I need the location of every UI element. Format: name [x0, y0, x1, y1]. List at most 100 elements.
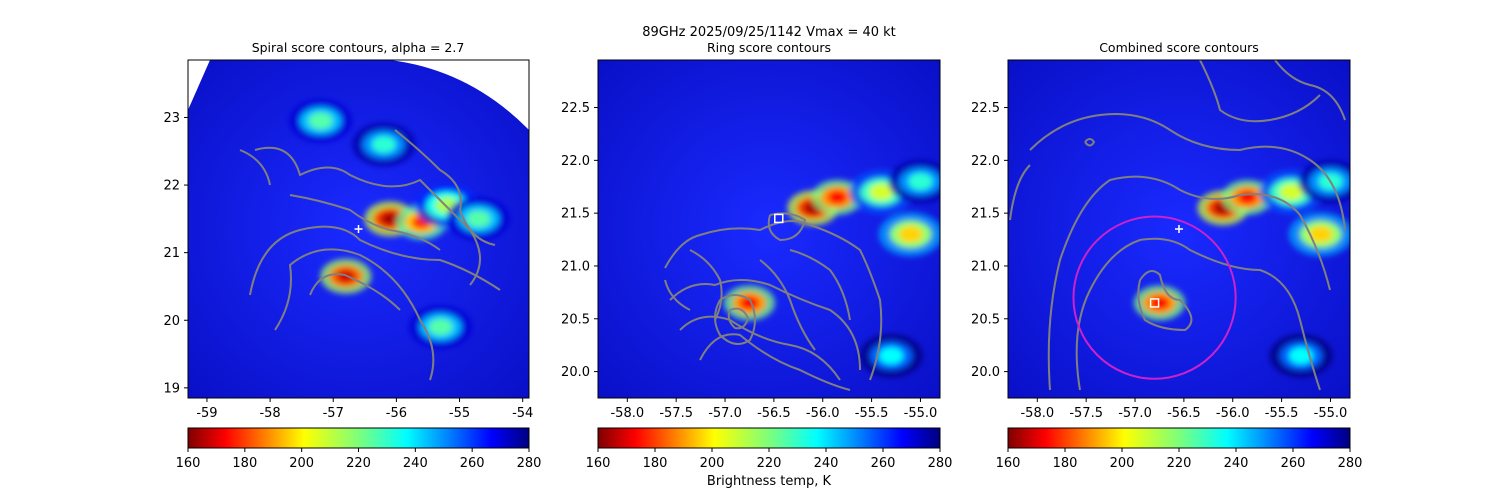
colorbar-tick-label: 280: [1338, 456, 1363, 471]
cold-feature-core: [428, 318, 453, 336]
colorbar-label: Brightness temp, K: [707, 474, 832, 489]
y-tick-label: 21.0: [971, 259, 1000, 274]
center-plus-marker: [354, 225, 363, 233]
cold-feature-core: [827, 190, 848, 205]
marker-layer: [1149, 225, 1183, 308]
colorbar-tick-label: 280: [928, 456, 953, 471]
y-axis-ticks: 19 20 21 22 23: [163, 111, 188, 396]
cold-feature-core: [879, 347, 904, 365]
y-tick-label: 21.5: [971, 207, 1000, 222]
x-tick-label: -56.5: [1167, 406, 1201, 421]
cold-feature-core: [466, 210, 491, 228]
search-radius-circle: [1072, 215, 1237, 380]
x-axis-ticks: -58.0 -57.5 -57.0 -56.5 -56.0 -55.5 -55.0: [1020, 398, 1347, 421]
y-tick-label: 22.5: [971, 101, 1000, 116]
x-tick-label: -57.0: [1118, 406, 1152, 421]
x-tick-label: -59: [196, 406, 217, 421]
center-square-marker: [774, 213, 784, 224]
y-tick-label: 21.5: [561, 207, 590, 222]
colorbar-tick-label: 260: [871, 456, 896, 471]
colorbar-tick-label: 220: [346, 456, 371, 471]
colorbar: 160 180 200 220 240 260 280: [996, 427, 1363, 471]
cold-feature-core: [1289, 347, 1314, 365]
colorbar-tick-label: 260: [460, 456, 485, 471]
cold-feature-core: [371, 136, 396, 153]
colorbar-tick-label: 220: [1167, 456, 1192, 471]
y-tick-label: 20.5: [971, 312, 1000, 327]
y-axis-ticks: 20.0 20.5 21.0 21.5 22.0 22.5: [971, 101, 1008, 380]
colorbar-tick-label: 240: [814, 456, 839, 471]
panel-title: Combined score contours: [1099, 40, 1259, 55]
panel-title: Ring score contours: [707, 40, 831, 55]
figure-suptitle: 89GHz 2025/09/25/1142 Vmax = 40 kt: [642, 25, 896, 40]
x-axis-ticks: -58.0 -57.5 -57.0 -56.5 -56.0 -55.5 -55.0: [610, 398, 937, 421]
cold-feature-core: [908, 173, 933, 190]
axes-frame: [1007, 59, 1351, 399]
colorbar: 160 180 200 220 240 260 280: [586, 427, 953, 471]
cold-feature-core: [1237, 190, 1257, 205]
panel-combined: Combined score contours -58.0 -57.5 -57.0-…: [971, 40, 1362, 471]
cold-feature-core: [869, 183, 894, 201]
score-contours: [239, 129, 501, 381]
colorbar-tick-label: 160: [996, 456, 1021, 471]
cold-feature-core: [308, 112, 333, 130]
axes-frame: [187, 59, 530, 399]
x-tick-label: -55: [449, 406, 470, 421]
colorbar-tick-label: 160: [586, 456, 611, 471]
colorbar-gradient: [1007, 427, 1351, 449]
colorbar-gradient: [597, 427, 941, 449]
colorbar-tick-label: 160: [176, 456, 201, 471]
x-tick-label: -55.5: [855, 406, 889, 421]
colorbar-tick-label: 280: [517, 456, 542, 471]
colorbar-tick-label: 180: [232, 456, 257, 471]
plot-area: [598, 60, 940, 398]
x-tick-label: -56.0: [806, 406, 840, 421]
x-tick-label: -56.5: [757, 406, 791, 421]
y-axis-ticks: 20.0 20.5 21.0 21.5 22.0 22.5: [561, 101, 598, 380]
x-tick-label: -58.0: [1020, 406, 1054, 421]
cold-feature-core: [1279, 183, 1304, 201]
panel-ring: Ring score contours -58.0 -57.5 -57.0 -56.5…: [561, 40, 952, 489]
y-tick-label: 20.5: [561, 312, 590, 327]
y-tick-label: 22.0: [561, 154, 590, 169]
colorbar-ticks: 160 180 200 220 240 260 280: [996, 448, 1363, 471]
y-tick-label: 20.0: [971, 365, 1000, 380]
x-tick-label: -57.0: [708, 406, 742, 421]
colorbar-tick-label: 200: [1110, 456, 1135, 471]
y-tick-label: 20: [163, 314, 180, 329]
score-contours: [1009, 60, 1346, 391]
cold-features-layer: [723, 159, 940, 378]
score-contours: [664, 212, 883, 391]
cold-feature-core: [898, 225, 923, 243]
x-tick-label: -57.5: [659, 406, 693, 421]
x-tick-label: -58: [259, 406, 280, 421]
center-plus-marker: [1175, 225, 1183, 233]
panel-spiral: Spiral score contours, alpha = 2.7 -59 -5…: [163, 40, 541, 471]
y-tick-label: 20.0: [561, 365, 590, 380]
colorbar-tick-label: 220: [757, 456, 782, 471]
marker-layer: [774, 213, 784, 224]
colorbar-gradient: [187, 427, 530, 449]
marker-layer: [354, 225, 363, 233]
x-tick-label: -56.0: [1216, 406, 1250, 421]
colorbar-ticks: 160 180 200 220 240 260 280: [586, 448, 953, 471]
y-tick-label: 21.0: [561, 259, 590, 274]
colorbar-tick-label: 260: [1281, 456, 1306, 471]
colorbar-tick-label: 240: [1224, 456, 1249, 471]
panel-title: Spiral score contours, alpha = 2.7: [252, 40, 465, 55]
x-tick-label: -57.5: [1069, 406, 1103, 421]
colorbar-tick-label: 200: [289, 456, 314, 471]
colorbar: 160 180 200 220 240 260 280: [176, 427, 542, 471]
y-tick-label: 22.5: [561, 101, 590, 116]
colorbar-tick-label: 240: [403, 456, 428, 471]
colorbar-tick-label: 180: [1053, 456, 1078, 471]
y-tick-label: 21: [163, 246, 180, 261]
x-tick-label: -57: [323, 406, 344, 421]
cold-features-layer: [288, 98, 511, 350]
axes-frame: [597, 59, 941, 399]
colorbar-tick-label: 200: [700, 456, 725, 471]
y-tick-label: 22: [163, 179, 180, 194]
plot-area: [1008, 60, 1350, 398]
y-tick-label: 22.0: [971, 154, 1000, 169]
